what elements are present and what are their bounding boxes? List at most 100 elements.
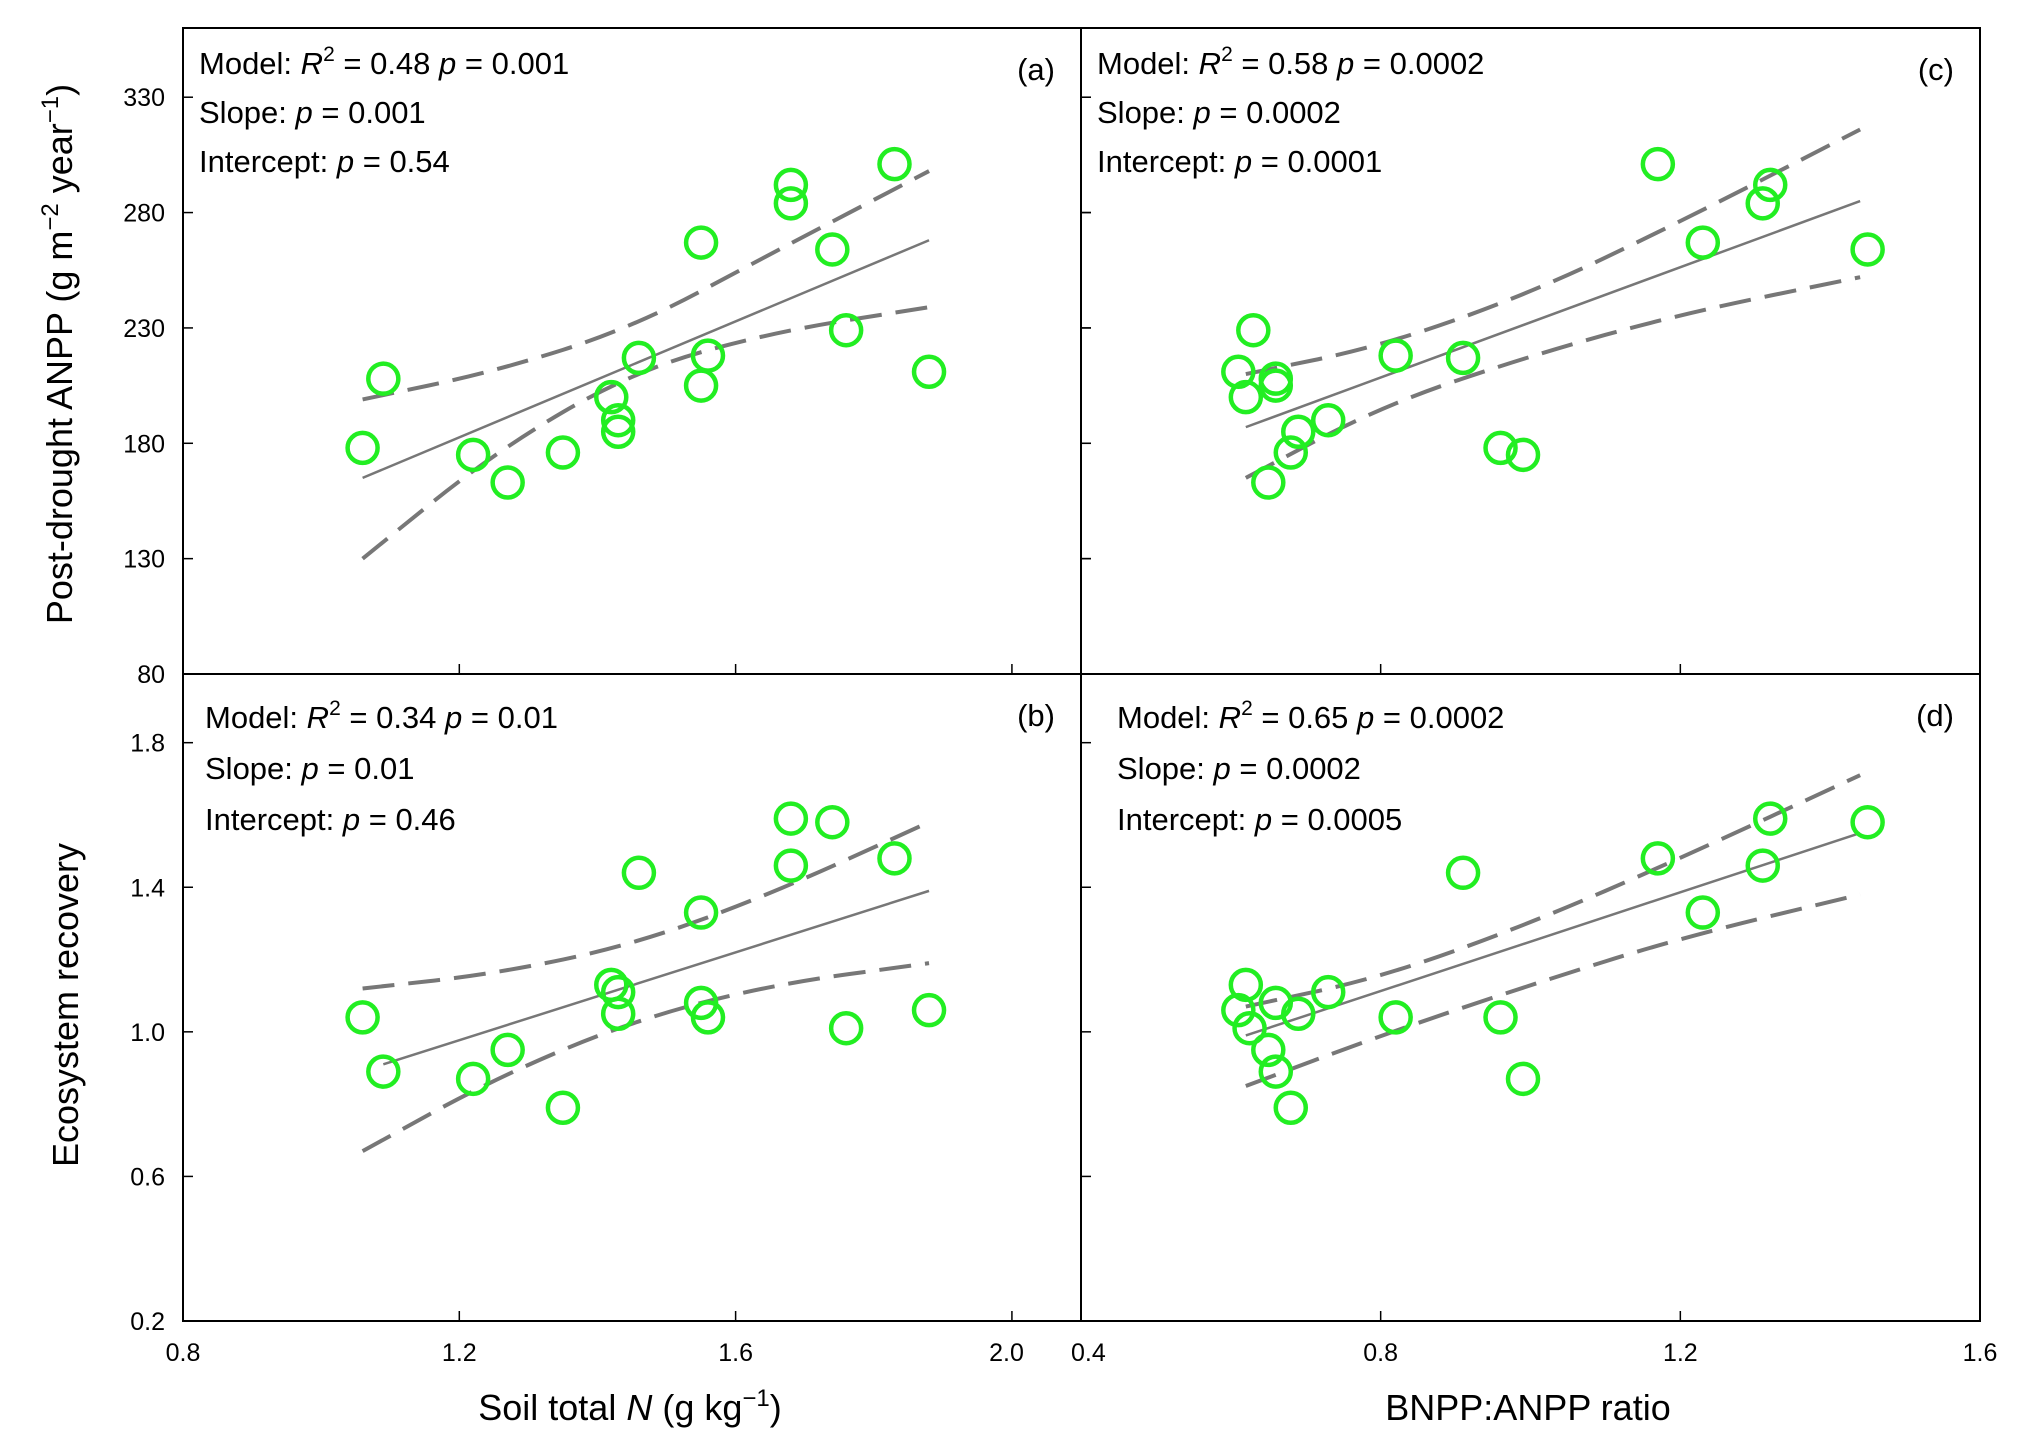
x-axis-title-soil-n-p4: ) bbox=[770, 1387, 782, 1428]
panel-a: 80 130 180 230 280 330 (a) Model: R2 = 0.48 p =… bbox=[123, 27, 1082, 689]
stats-model-prefix: Model: bbox=[205, 700, 307, 735]
stats-intercept-prefix: Intercept: bbox=[1117, 802, 1255, 837]
y-tick-label-a: 130 bbox=[123, 546, 165, 574]
data-point-c bbox=[1483, 430, 1518, 466]
data-point-d bbox=[1445, 855, 1481, 891]
panel-label-b: (b) bbox=[1017, 698, 1055, 733]
data-point-d bbox=[1745, 848, 1780, 883]
stats-slope-prefix: Slope: bbox=[205, 751, 302, 786]
data-point-a bbox=[345, 430, 380, 466]
x-axis-title-soil-n: Soil total N (g kg−1) bbox=[478, 1385, 782, 1428]
data-point-c bbox=[1251, 465, 1286, 500]
data-point-c bbox=[1685, 225, 1721, 260]
data-point-b bbox=[815, 804, 850, 840]
data-point-a bbox=[683, 225, 719, 260]
panel-label-d: (d) bbox=[1916, 698, 1954, 733]
y-tick-label-a: 330 bbox=[123, 84, 165, 112]
y-tick-label-b: 1.8 bbox=[130, 730, 165, 758]
x-tick-label-b: 0.8 bbox=[166, 1339, 201, 1367]
data-point-d bbox=[1850, 804, 1885, 840]
confidence-band-lower-c bbox=[1244, 275, 1861, 480]
panel-frame-d bbox=[1080, 673, 1981, 1322]
data-point-a bbox=[621, 340, 657, 376]
data-point-a bbox=[600, 414, 636, 449]
x-axis-title-soil-n-p2: (g kg bbox=[652, 1387, 742, 1428]
regression-line-b bbox=[382, 889, 930, 1066]
data-point-d bbox=[1685, 895, 1721, 930]
stats-r2-value: = 0.58 bbox=[1233, 46, 1337, 81]
stats-p-model-value: = 0.0002 bbox=[1374, 700, 1504, 735]
y-tick-label-a: 230 bbox=[123, 315, 165, 343]
stats-p-symbol: p bbox=[342, 802, 360, 837]
data-point-c bbox=[1640, 146, 1676, 182]
y-tick-label-a: 180 bbox=[123, 430, 165, 458]
confidence-band-upper-b bbox=[362, 820, 930, 991]
data-point-a bbox=[773, 186, 809, 221]
stats-slope-a: Slope: p = 0.001 bbox=[199, 95, 426, 130]
panel-label-a: (a) bbox=[1017, 52, 1055, 87]
x-tick-label-b: 2.0 bbox=[989, 1339, 1024, 1367]
data-point-c bbox=[1378, 338, 1413, 373]
data-point-d bbox=[1232, 1010, 1267, 1046]
data-point-d bbox=[1378, 1000, 1413, 1035]
data-point-b bbox=[545, 1090, 581, 1125]
stats-p-intercept-value: = 0.0005 bbox=[1272, 802, 1402, 837]
data-point-a bbox=[366, 361, 401, 396]
data-point-d bbox=[1310, 974, 1346, 1010]
data-point-b bbox=[366, 1054, 401, 1089]
data-point-c bbox=[1281, 414, 1316, 449]
stats-p-symbol: p bbox=[295, 95, 313, 130]
stats-r-superscript: 2 bbox=[1241, 697, 1253, 720]
x-axis-title-soil-n-italic: N bbox=[626, 1387, 653, 1428]
data-point-d bbox=[1640, 841, 1676, 876]
stats-r-superscript: 2 bbox=[1221, 43, 1233, 66]
data-point-a bbox=[911, 354, 947, 390]
data-point-b bbox=[490, 1032, 525, 1068]
stats-model-c: Model: R2 = 0.58 p = 0.0002 bbox=[1097, 43, 1484, 81]
y-tick-label-b: 1.4 bbox=[130, 874, 165, 902]
stats-r-superscript: 2 bbox=[329, 697, 341, 720]
stats-model-prefix: Model: bbox=[1117, 700, 1219, 735]
stats-model-d: Model: R2 = 0.65 p = 0.0002 bbox=[1117, 697, 1504, 735]
stats-p-intercept-value: = 0.0001 bbox=[1252, 144, 1382, 179]
stats-intercept-b: Intercept: p = 0.46 bbox=[205, 802, 456, 837]
regression-line-a bbox=[362, 239, 930, 480]
stats-p-symbol: p bbox=[301, 751, 319, 786]
y-axis-title-anpp-p0: Post-drought ANPP (g m bbox=[39, 231, 80, 625]
data-point-d bbox=[1221, 992, 1256, 1028]
stats-p-symbol: p bbox=[1213, 751, 1231, 786]
data-point-c bbox=[1745, 186, 1780, 221]
panel-b: 0.2 0.6 1.0 1.4 1.8 0.8 1.2 1.6 2.0 (b) Model: R2 … bbox=[130, 673, 1082, 1367]
data-point-c bbox=[1445, 340, 1481, 376]
data-point-a bbox=[773, 167, 809, 203]
data-point-d bbox=[1273, 1090, 1309, 1125]
stats-slope-prefix: Slope: bbox=[199, 95, 296, 130]
data-point-b bbox=[621, 855, 657, 891]
confidence-band-upper-a bbox=[362, 169, 930, 402]
data-point-c bbox=[1273, 435, 1309, 470]
data-point-b bbox=[773, 848, 809, 883]
stats-r-symbol: R bbox=[307, 700, 329, 735]
data-point-a bbox=[545, 435, 581, 470]
stats-model-prefix: Model: bbox=[199, 46, 301, 81]
data-point-c bbox=[1236, 312, 1271, 348]
x-tick-label-d: 1.2 bbox=[1663, 1339, 1698, 1367]
data-point-d bbox=[1228, 967, 1264, 1003]
x-axis-title-soil-n-p0: Soil total bbox=[478, 1387, 626, 1428]
data-point-d bbox=[1258, 1054, 1294, 1089]
data-point-d bbox=[1505, 1061, 1541, 1097]
data-point-a bbox=[828, 312, 864, 348]
panel-d: 0.4 0.8 1.2 1.6 (d) Model: R2 = 0.65 p = 0.00… bbox=[1071, 673, 1998, 1367]
stats-p-slope-value: = 0.0002 bbox=[1231, 751, 1361, 786]
data-point-a bbox=[455, 437, 491, 473]
stats-p-slope-value: = 0.0002 bbox=[1211, 95, 1341, 130]
data-point-a bbox=[690, 338, 726, 373]
data-point-b bbox=[455, 1061, 491, 1097]
stats-model-a: Model: R2 = 0.48 p = 0.001 bbox=[199, 43, 569, 81]
x-tick-label-d: 1.6 bbox=[1963, 1339, 1998, 1367]
data-point-b bbox=[690, 1000, 726, 1035]
data-point-d bbox=[1251, 1032, 1286, 1068]
x-tick-label-d: 0.8 bbox=[1363, 1339, 1398, 1367]
